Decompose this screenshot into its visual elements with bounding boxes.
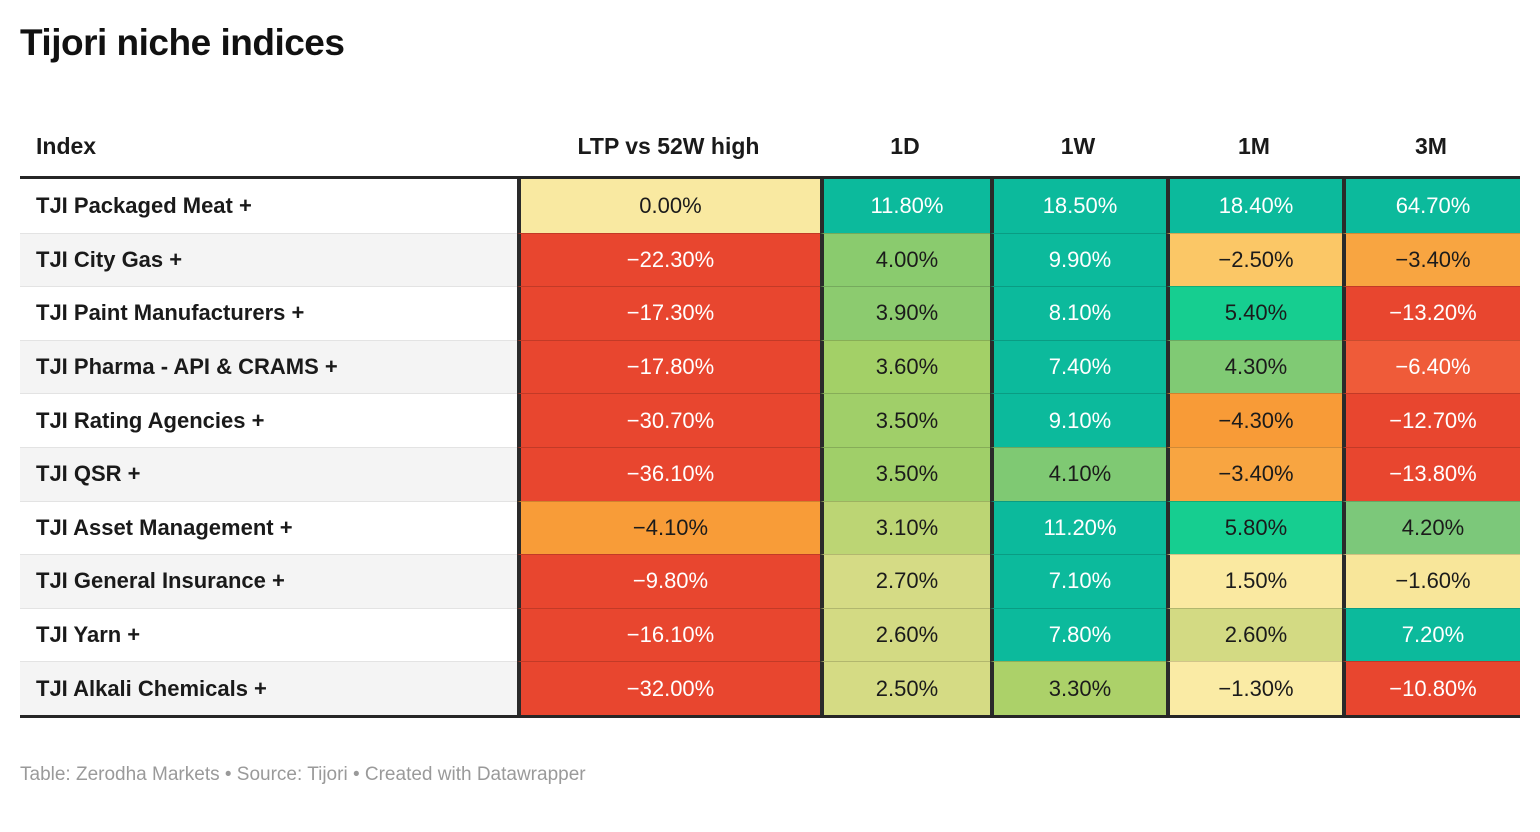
value-cell: −30.70% [517, 393, 820, 447]
value-cell: 18.40% [1166, 179, 1342, 233]
table-body: TJI Packaged Meat +0.00% 11.80% 18.50% 18.4… [20, 176, 1520, 718]
value-cell: 4.00% [820, 232, 990, 287]
row-label[interactable]: TJI City Gas + [20, 232, 517, 287]
value-cell: 3.30% [990, 661, 1166, 715]
value-cell: 5.80% [1166, 500, 1342, 555]
value-cell: 2.60% [820, 607, 990, 662]
value-cell: −3.40% [1166, 446, 1342, 501]
chart-container: Tijori niche indices Index LTP vs 52W hi… [0, 22, 1540, 786]
row-label[interactable]: TJI Packaged Meat + [20, 179, 517, 233]
row-label[interactable]: TJI Yarn + [20, 607, 517, 662]
column-header-3m[interactable]: 3M [1342, 116, 1520, 176]
value-cell: 7.80% [990, 607, 1166, 662]
value-cell: −3.40% [1342, 232, 1520, 287]
indices-table: Index LTP vs 52W high 1D 1W 1M 3M TJI Pa… [20, 116, 1520, 718]
value-cell: 3.10% [820, 500, 990, 555]
row-label[interactable]: TJI Alkali Chemicals + [20, 661, 517, 715]
column-header-index[interactable]: Index [20, 116, 517, 176]
value-cell: 9.90% [990, 232, 1166, 287]
value-cell: 4.30% [1166, 339, 1342, 394]
value-cell: 2.60% [1166, 607, 1342, 662]
value-cell: −4.30% [1166, 393, 1342, 447]
value-cell: 18.50% [990, 179, 1166, 233]
value-cell: 3.50% [820, 446, 990, 501]
value-cell: −12.70% [1342, 393, 1520, 447]
value-cell: 3.90% [820, 286, 990, 340]
value-cell: 11.20% [990, 500, 1166, 555]
value-cell: 2.50% [820, 661, 990, 715]
value-cell: −16.10% [517, 607, 820, 662]
value-cell: 3.60% [820, 339, 990, 394]
value-cell: −17.30% [517, 286, 820, 340]
row-label[interactable]: TJI QSR + [20, 446, 517, 501]
column-header-1m[interactable]: 1M [1166, 116, 1342, 176]
row-label[interactable]: TJI Pharma - API & CRAMS + [20, 339, 517, 394]
value-cell: −10.80% [1342, 661, 1520, 715]
value-cell: 5.40% [1166, 286, 1342, 340]
value-cell: 7.40% [990, 339, 1166, 394]
value-cell: 7.20% [1342, 607, 1520, 662]
value-cell: −2.50% [1166, 232, 1342, 287]
column-header-1w[interactable]: 1W [990, 116, 1166, 176]
row-label[interactable]: TJI Paint Manufacturers + [20, 286, 517, 340]
value-cell: −1.30% [1166, 661, 1342, 715]
value-cell: 64.70% [1342, 179, 1520, 233]
table-header-row: Index LTP vs 52W high 1D 1W 1M 3M [20, 116, 1520, 176]
value-cell: −6.40% [1342, 339, 1520, 394]
value-cell: 2.70% [820, 554, 990, 608]
column-header-ltp-vs-52w-high[interactable]: LTP vs 52W high [517, 116, 820, 176]
column-header-1d[interactable]: 1D [820, 116, 990, 176]
row-label[interactable]: TJI Rating Agencies + [20, 393, 517, 447]
value-cell: −32.00% [517, 661, 820, 715]
value-cell: −17.80% [517, 339, 820, 394]
row-label[interactable]: TJI General Insurance + [20, 554, 517, 608]
value-cell: −36.10% [517, 446, 820, 501]
value-cell: 4.20% [1342, 500, 1520, 555]
row-label[interactable]: TJI Asset Management + [20, 500, 517, 555]
value-cell: 4.10% [990, 446, 1166, 501]
value-cell: −4.10% [517, 500, 820, 555]
value-cell: −13.20% [1342, 286, 1520, 340]
value-cell: −1.60% [1342, 554, 1520, 608]
value-cell: −13.80% [1342, 446, 1520, 501]
value-cell: 9.10% [990, 393, 1166, 447]
value-cell: 11.80% [820, 179, 990, 233]
value-cell: 8.10% [990, 286, 1166, 340]
value-cell: −9.80% [517, 554, 820, 608]
value-cell: 3.50% [820, 393, 990, 447]
chart-title: Tijori niche indices [20, 22, 345, 63]
value-cell: 0.00% [517, 179, 820, 233]
attribution-footer: Table: Zerodha Markets • Source: Tijori … [20, 763, 586, 785]
value-cell: 1.50% [1166, 554, 1342, 608]
value-cell: −22.30% [517, 232, 820, 287]
value-cell: 7.10% [990, 554, 1166, 608]
